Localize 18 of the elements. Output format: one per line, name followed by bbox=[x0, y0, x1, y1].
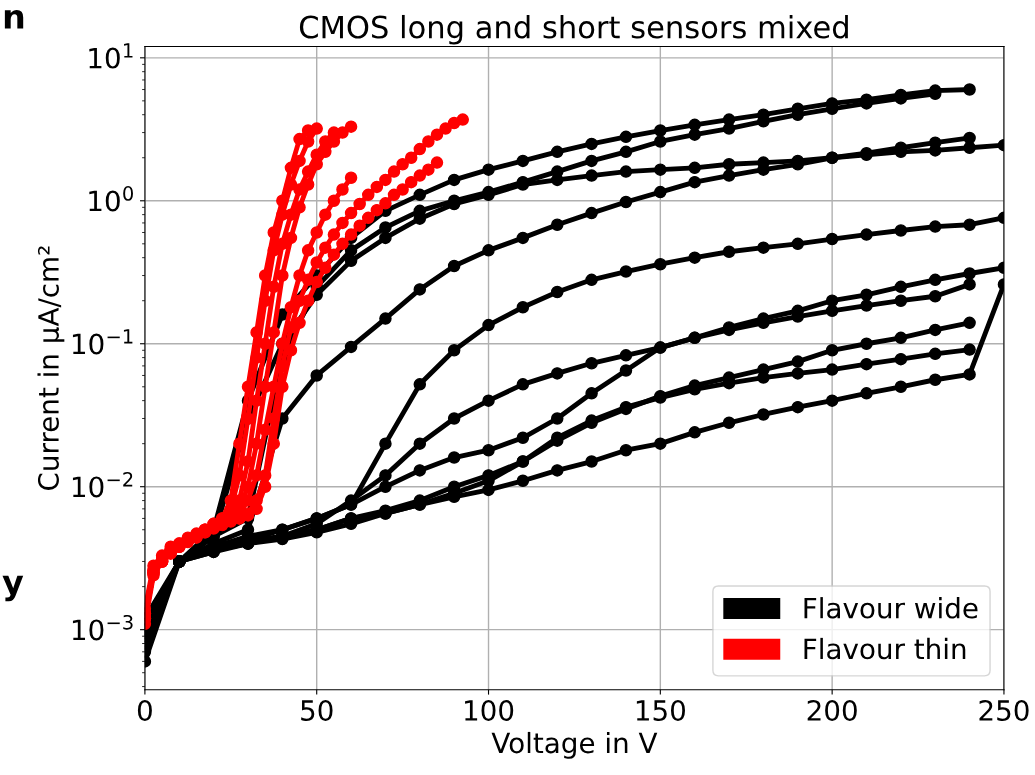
x-tick-label: 50 bbox=[301, 699, 333, 721]
y-tick-label: 10$^{−1}$ bbox=[72, 329, 133, 355]
text: n bbox=[4, 9, 24, 29]
y-tick-label: 10$^{1}$ bbox=[89, 43, 133, 69]
legend-label: Flavour wide bbox=[804, 597, 978, 619]
x-tick-label: 200 bbox=[807, 699, 857, 721]
y-tick-label: 10$^{−3}$ bbox=[72, 614, 133, 641]
y-axis-title: Current in µA/cm² bbox=[37, 246, 65, 490]
y-tick-label: 10$^{−2}$ bbox=[72, 471, 133, 498]
x-tick-label: 100 bbox=[465, 699, 514, 721]
y-tick-label: 10$^{0}$ bbox=[89, 186, 133, 212]
x-tick-label: 250 bbox=[979, 699, 1029, 721]
chart-title: CMOS long and short sensors mixed bbox=[299, 14, 848, 45]
x-tick-label: 0 bbox=[137, 699, 152, 721]
x-axis-title: Voltage in V bbox=[491, 731, 658, 759]
legend-label: Flavour thin bbox=[804, 637, 966, 660]
x-tick-label: 150 bbox=[636, 699, 685, 721]
text: y bbox=[2, 575, 24, 602]
